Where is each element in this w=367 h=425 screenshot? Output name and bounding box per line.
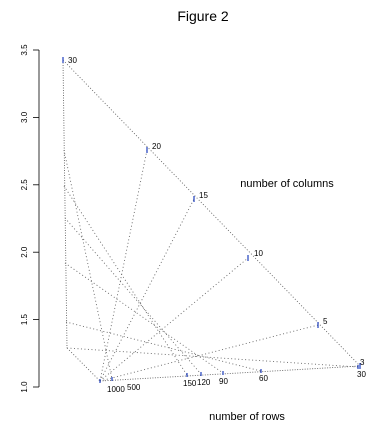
frame-edge <box>62 59 68 349</box>
row-line <box>64 262 224 374</box>
rows-label: number of rows <box>209 411 285 423</box>
column-line <box>99 198 195 382</box>
column-lines <box>99 149 319 382</box>
y-tick-label: 2.5 <box>20 179 29 191</box>
y-tick-label: 2.0 <box>20 246 29 258</box>
column-endpoint-label: 15 <box>199 191 208 200</box>
y-axis: 1.0 1.5 2.0 2.5 3.0 3.5 <box>20 44 40 393</box>
markers <box>62 57 361 383</box>
column-line <box>99 257 249 382</box>
y-tick-label: 1.5 <box>20 313 29 325</box>
row-endpoint-label: 90 <box>219 377 228 386</box>
row-line <box>63 149 113 380</box>
y-tick-label: 3.0 <box>20 111 29 123</box>
column-endpoint-label: 20 <box>152 142 161 151</box>
columns-label: number of columns <box>240 178 334 190</box>
row-line <box>66 347 359 368</box>
column-line <box>99 324 319 382</box>
frame-edge <box>66 347 101 382</box>
row-line <box>64 217 202 375</box>
column-endpoint-label: 3 <box>360 358 365 367</box>
frame-edge <box>62 59 361 367</box>
chart-title: Figure 2 <box>177 8 229 24</box>
row-endpoint-label: 30 <box>357 370 366 379</box>
row-line <box>65 321 262 372</box>
row-endpoint-label: 120 <box>197 378 211 387</box>
column-line <box>99 149 148 382</box>
row-lines <box>63 149 359 380</box>
y-tick-label: 1.0 <box>20 381 29 393</box>
column-endpoint-label: 10 <box>254 249 263 258</box>
frame-edge <box>99 365 361 382</box>
y-tick-label: 3.5 <box>20 44 29 56</box>
column-endpoint-label: 30 <box>68 56 77 65</box>
endpoint-labels: 30 20 15 10 5 3 1000 500 150 120 90 60 30 <box>68 56 366 394</box>
row-endpoint-label: 1000 <box>107 385 125 394</box>
row-endpoint-label: 150 <box>183 379 197 388</box>
row-endpoint-label: 60 <box>259 374 268 383</box>
frame-lines <box>62 59 361 382</box>
column-endpoint-label: 5 <box>323 317 328 326</box>
row-endpoint-label: 500 <box>127 383 141 392</box>
row-line <box>63 185 188 376</box>
